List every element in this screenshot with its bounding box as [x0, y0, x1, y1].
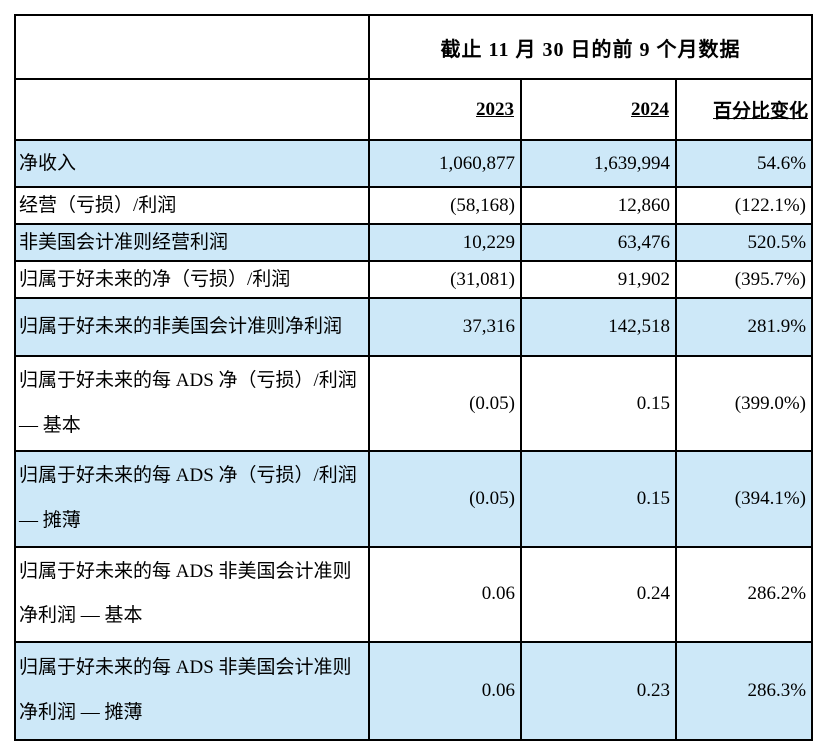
row-label: 归属于好未来的每 ADS 净（亏损）/利润 — 摊薄 [14, 450, 370, 548]
value-2024: 63,476 [520, 223, 677, 262]
value-2024: 12,860 [520, 186, 677, 225]
value-2023: 1,060,877 [368, 139, 522, 188]
column-header-2023-label: 2023 [476, 98, 514, 120]
period-title: 截止 11 月 30 日的前 9 个月数据 [367, 14, 814, 80]
value-2024: 0.15 [520, 354, 677, 453]
value-pct-change: (399.0%) [674, 354, 814, 453]
column-header-2024-label: 2024 [631, 98, 669, 120]
header-row-period: 截止 11 月 30 日的前 9 个月数据 [14, 14, 814, 80]
value-2024: 0.24 [520, 545, 677, 643]
table-row-non-gaap-net-income-attributable: 归属于好未来的非美国会计准则净利润 37,316 142,518 281.9% [14, 297, 814, 357]
value-pct-change: (394.1%) [674, 450, 814, 548]
value-pct-change: (395.7%) [674, 260, 814, 299]
column-header-pct-change: 百分比变化 [674, 78, 814, 141]
value-pct-change: 286.2% [674, 545, 814, 643]
column-header-2023: 2023 [368, 78, 522, 141]
table-row-non-gaap-net-income-per-ads-basic: 归属于好未来的每 ADS 非美国会计准则净利润 — 基本 0.06 0.24 2… [14, 545, 814, 643]
header-row-columns: 2023 2024 百分比变化 [14, 78, 814, 141]
value-2024: 0.15 [520, 450, 677, 548]
value-pct-change: 281.9% [674, 297, 814, 357]
value-2023: (0.05) [368, 450, 522, 548]
row-label: 归属于好未来的净（亏损）/利润 [14, 260, 370, 299]
row-label: 经营（亏损）/利润 [14, 186, 370, 225]
value-pct-change: 54.6% [674, 139, 814, 188]
row-label: 非美国会计准则经营利润 [14, 223, 370, 262]
value-2023: 0.06 [368, 640, 522, 741]
column-header-pct-change-label: 百分比变化 [713, 101, 809, 122]
row-label: 归属于好未来的每 ADS 非美国会计准则净利润 — 摊薄 [14, 640, 370, 741]
table-row-net-loss-income-attributable: 归属于好未来的净（亏损）/利润 (31,081) 91,902 (395.7%) [14, 260, 814, 299]
value-pct-change: 286.3% [674, 640, 814, 741]
row-label: 归属于好未来的每 ADS 非美国会计准则净利润 — 基本 [14, 545, 370, 643]
value-2023: 0.06 [368, 545, 522, 643]
table-row-operating-loss-income: 经营（亏损）/利润 (58,168) 12,860 (122.1%) [14, 186, 814, 225]
row-label: 归属于好未来的非美国会计准则净利润 [14, 297, 370, 357]
value-2023: (31,081) [368, 260, 522, 299]
financial-table-container: 截止 11 月 30 日的前 9 个月数据 2023 2024 百分比变化 净收… [14, 14, 814, 741]
table-row-net-loss-income-per-ads-basic: 归属于好未来的每 ADS 净（亏损）/利润 — 基本 (0.05) 0.15 (… [14, 354, 814, 453]
table-row-net-loss-income-per-ads-diluted: 归属于好未来的每 ADS 净（亏损）/利润 — 摊薄 (0.05) 0.15 (… [14, 450, 814, 548]
value-2024: 1,639,994 [520, 139, 677, 188]
value-2024: 0.23 [520, 640, 677, 741]
value-2023: 37,316 [368, 297, 522, 357]
value-2023: (0.05) [368, 354, 522, 453]
value-2024: 91,902 [520, 260, 677, 299]
column-header-2024: 2024 [520, 78, 677, 141]
row-label: 归属于好未来的每 ADS 净（亏损）/利润 — 基本 [14, 354, 370, 453]
empty-label-header [14, 78, 370, 141]
value-pct-change: (122.1%) [674, 186, 814, 225]
financial-summary-table: 截止 11 月 30 日的前 9 个月数据 2023 2024 百分比变化 净收… [14, 14, 814, 741]
table-row-net-revenue: 净收入 1,060,877 1,639,994 54.6% [14, 139, 814, 188]
corner-cell [14, 14, 370, 80]
value-2023: 10,229 [368, 223, 522, 262]
table-row-non-gaap-net-income-per-ads-diluted: 归属于好未来的每 ADS 非美国会计准则净利润 — 摊薄 0.06 0.23 2… [14, 640, 814, 741]
value-2024: 142,518 [520, 297, 677, 357]
row-label: 净收入 [14, 139, 370, 188]
value-pct-change: 520.5% [674, 223, 814, 262]
table-row-non-gaap-operating-income: 非美国会计准则经营利润 10,229 63,476 520.5% [14, 223, 814, 262]
value-2023: (58,168) [368, 186, 522, 225]
